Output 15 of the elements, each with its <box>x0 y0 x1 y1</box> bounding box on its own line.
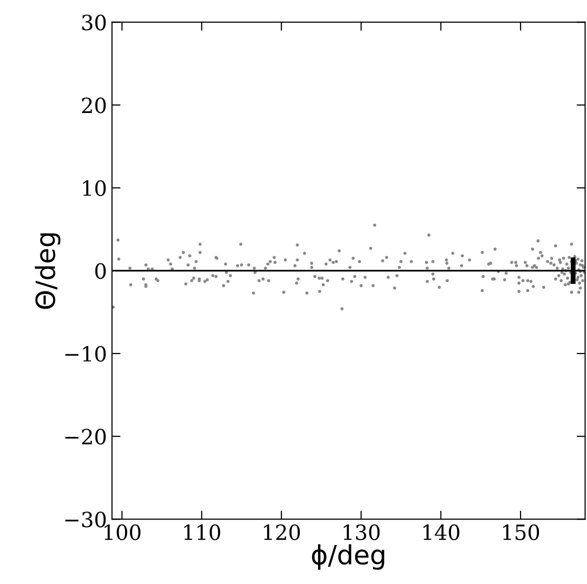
x-axis-title: ϕ/deg <box>312 544 384 570</box>
y-axis-title: Θ/deg <box>34 233 60 309</box>
x-tick-label: 100 <box>104 524 140 540</box>
y-tick-label: 30 <box>82 14 106 30</box>
x-tick-label: 110 <box>184 524 220 540</box>
x-tick-label: 120 <box>264 524 300 540</box>
y-tick-label: 20 <box>82 97 106 114</box>
x-tick-label: 150 <box>503 524 540 540</box>
y-tick-label: 10 <box>83 180 106 196</box>
y-tick-label: −30 <box>65 512 106 528</box>
y-tick-label: −10 <box>65 346 106 362</box>
y-tick-label: 0 <box>95 263 106 279</box>
x-tick-label: 130 <box>344 524 380 540</box>
y-tick-label: −20 <box>65 428 106 445</box>
x-tick-label: 140 <box>423 524 460 540</box>
